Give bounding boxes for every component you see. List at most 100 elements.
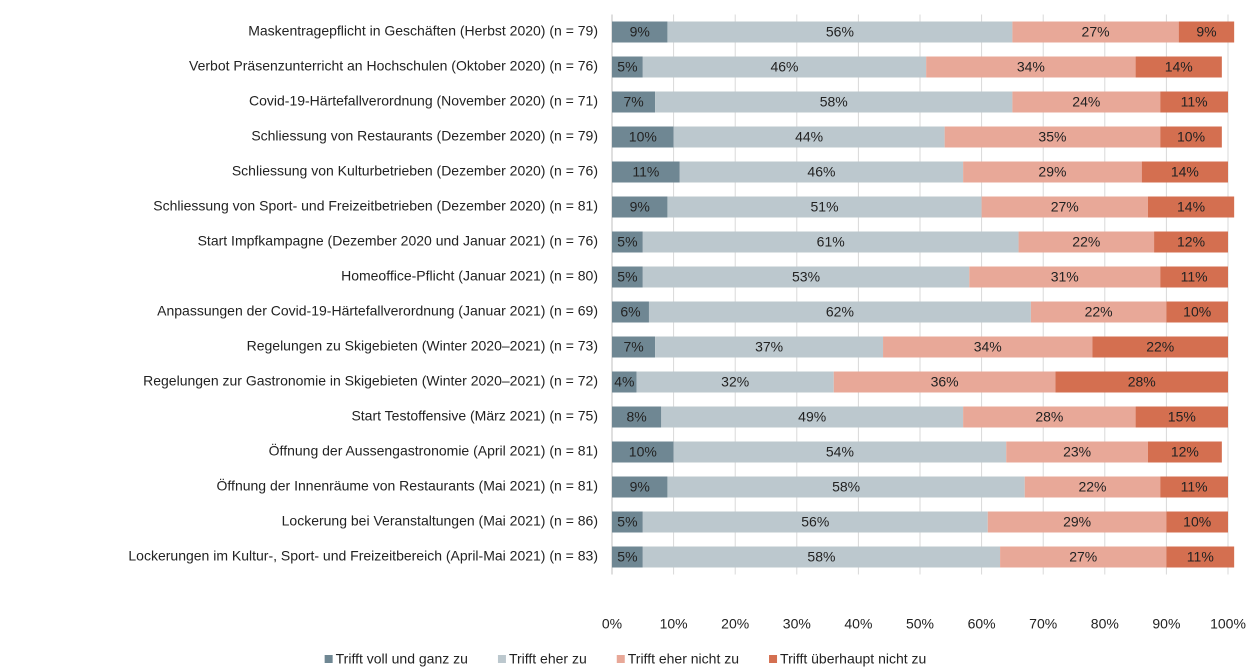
bar-segment — [667, 196, 982, 218]
data-label: 14% — [1177, 199, 1205, 215]
data-label: 22% — [1072, 234, 1100, 250]
data-label: 15% — [1168, 409, 1196, 425]
bar-segment — [963, 161, 1142, 183]
bar-segment — [1006, 441, 1148, 463]
y-tick-label: Schliessung von Kulturbetrieben (Dezembe… — [232, 163, 598, 179]
data-label: 10% — [629, 129, 657, 145]
data-label: 11% — [1181, 94, 1208, 110]
y-tick-label: Regelungen zu Skigebieten (Winter 2020–2… — [247, 338, 598, 354]
data-label: 44% — [795, 129, 823, 145]
bar-segment — [1018, 231, 1155, 253]
bar-segment — [612, 91, 656, 113]
data-label: 5% — [617, 549, 637, 565]
data-label: 32% — [721, 374, 749, 390]
x-tick-label: 50% — [906, 616, 934, 632]
data-label: 49% — [798, 409, 826, 425]
data-label: 6% — [620, 304, 640, 320]
data-label: 22% — [1078, 479, 1106, 495]
bar-segment — [926, 56, 1136, 78]
data-label: 34% — [1017, 59, 1045, 75]
bar-segment — [612, 21, 668, 43]
data-label: 12% — [1171, 444, 1199, 460]
legend-label: Trifft eher nicht zu — [628, 651, 739, 667]
x-tick-label: 60% — [968, 616, 996, 632]
x-tick-label: 100% — [1210, 616, 1246, 632]
bar-segment — [1024, 476, 1161, 498]
data-label: 11% — [1187, 549, 1214, 565]
bar-segment — [612, 406, 662, 428]
data-label: 31% — [1051, 269, 1079, 285]
legend-swatch — [324, 655, 333, 663]
x-tick-label: 20% — [721, 616, 749, 632]
y-tick-label: Öffnung der Innenräume von Restaurants (… — [217, 477, 598, 494]
data-label: 5% — [617, 514, 637, 530]
y-tick-label: Anpassungen der Covid-19-Härtefallverord… — [157, 303, 598, 319]
bar-segment — [673, 441, 1007, 463]
bar-segment — [987, 511, 1167, 533]
y-tick-label: Covid-19-Härtefallverordnung (November 2… — [249, 93, 598, 109]
bar-segment — [655, 91, 1013, 113]
data-label: 9% — [630, 479, 650, 495]
data-label: 51% — [811, 199, 839, 215]
data-label: 11% — [1181, 269, 1208, 285]
bar-segment — [1160, 91, 1228, 113]
data-label: 5% — [617, 234, 637, 250]
bar-segment — [1166, 546, 1235, 568]
y-tick-label: Verbot Präsenzunterricht an Hochschulen … — [189, 58, 598, 74]
bar-segment — [673, 126, 945, 148]
bar-segment — [612, 336, 656, 358]
y-tick-label: Öffnung der Aussengastronomie (April 202… — [269, 442, 598, 459]
data-label: 4% — [614, 374, 634, 390]
bar-segment — [612, 546, 643, 568]
data-label: 35% — [1038, 129, 1066, 145]
data-label: 54% — [826, 444, 854, 460]
data-label: 10% — [1183, 514, 1211, 530]
bar-segment — [642, 266, 970, 288]
y-tick-label: Lockerungen im Kultur-, Sport- und Freiz… — [128, 548, 598, 564]
bar-segment — [1154, 231, 1228, 253]
bar-segment — [1166, 301, 1228, 323]
data-label: 14% — [1165, 59, 1193, 75]
bar-segment — [612, 56, 643, 78]
bar-segment — [1160, 476, 1228, 498]
bar-segment — [679, 161, 964, 183]
legend-swatch — [769, 655, 778, 663]
bar-segment — [1135, 56, 1222, 78]
bar-segment — [1055, 371, 1228, 393]
bar-segment — [667, 476, 1025, 498]
data-label: 7% — [623, 339, 643, 355]
bar-segment — [1135, 406, 1228, 428]
bar-segment — [1012, 21, 1179, 43]
bar-segment — [667, 21, 1013, 43]
legend-label: Trifft überhaupt nicht zu — [780, 651, 926, 667]
x-tick-label: 80% — [1091, 616, 1119, 632]
data-label: 22% — [1085, 304, 1113, 320]
data-label: 36% — [931, 374, 959, 390]
data-label: 28% — [1128, 374, 1156, 390]
bar-segment — [883, 336, 1093, 358]
y-tick-label: Regelungen zur Gastronomie in Skigebiete… — [143, 373, 598, 389]
bar-segment — [612, 371, 637, 393]
bar-segment — [612, 161, 680, 183]
legend-label: Trifft voll und ganz zu — [336, 651, 468, 667]
bar-segment — [648, 301, 1031, 323]
bar-segment — [1030, 301, 1167, 323]
x-tick-label: 0% — [602, 616, 622, 632]
data-label: 58% — [832, 479, 860, 495]
data-label: 5% — [617, 59, 637, 75]
data-label: 53% — [792, 269, 820, 285]
data-label: 56% — [801, 514, 829, 530]
data-label: 46% — [770, 59, 798, 75]
data-label: 62% — [826, 304, 854, 320]
bar-segment — [1147, 196, 1235, 218]
bar-segment — [612, 476, 668, 498]
data-label: 29% — [1063, 514, 1091, 530]
x-tick-label: 10% — [660, 616, 688, 632]
data-label: 28% — [1035, 409, 1063, 425]
bar-segment — [969, 266, 1161, 288]
x-tick-label: 90% — [1152, 616, 1180, 632]
x-tick-label: 70% — [1029, 616, 1057, 632]
bar-segment — [612, 441, 674, 463]
data-label: 24% — [1072, 94, 1100, 110]
y-tick-label: Schliessung von Sport- und Freizeitbetri… — [153, 198, 598, 214]
